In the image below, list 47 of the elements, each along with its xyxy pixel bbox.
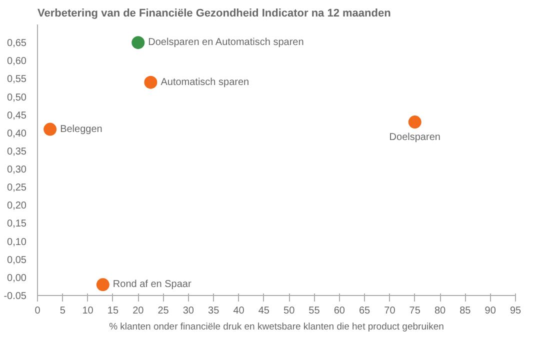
series-label: Doelsparen xyxy=(389,132,440,144)
x-tick-label: 45 xyxy=(258,306,270,316)
y-tick-label: 0,35 xyxy=(7,146,27,158)
point xyxy=(44,122,57,136)
x-tick-label: 70 xyxy=(384,306,396,316)
x-tick-label: 80 xyxy=(434,306,446,316)
x-tick-label: 65 xyxy=(358,306,371,316)
x-tick-label: 15 xyxy=(107,306,119,316)
x-tick-label: 50 xyxy=(284,306,296,316)
y-tick-label: 0,65 xyxy=(7,38,27,50)
x-tick-label: 35 xyxy=(208,306,220,316)
y-tick-label: 0,20 xyxy=(7,200,27,212)
x-axis-title: % klanten onder financiële druk en kwetsbare klanten die het product gebruiken xyxy=(109,322,444,332)
series-label: Automatisch sparen xyxy=(160,76,250,88)
x-tick-label: 85 xyxy=(460,306,472,316)
y-tick-label: 0,10 xyxy=(7,236,27,248)
x-tick-label: 5 xyxy=(60,306,66,316)
y-tick-label: 0,60 xyxy=(7,56,27,68)
point xyxy=(144,76,158,89)
x-tick-label: 40 xyxy=(233,306,245,316)
point xyxy=(408,116,422,129)
series-label: Rond af en Spaar xyxy=(112,279,192,290)
x-tick-label: 55 xyxy=(308,306,320,316)
y-tick-label: 0,05 xyxy=(7,254,27,266)
x-tick-label: 0 xyxy=(34,306,41,316)
y-tick-label: 0,55 xyxy=(7,74,27,86)
x-tick-label: 20 xyxy=(132,306,144,316)
y-tick-label: 0,50 xyxy=(7,92,27,104)
y-tick-label: 0,45 xyxy=(7,110,27,122)
x-tick-label: 90 xyxy=(484,306,496,316)
series-label: Beleggen xyxy=(60,124,102,135)
x-tick-label: 95 xyxy=(510,306,522,316)
y-tick-label: -0.05 xyxy=(4,291,27,302)
x-tick-label: 25 xyxy=(158,306,170,316)
series-label: Doelsparen en Automatisch sparen xyxy=(148,37,304,48)
y-tick-label: 0,25 xyxy=(7,182,27,194)
y-tick-label: 0,40 xyxy=(7,128,27,140)
point xyxy=(132,36,145,50)
x-tick-label: 30 xyxy=(182,306,194,316)
chart-title: Verbetering van de Financiële Gezondheid Indicator na 12 maanden xyxy=(38,8,392,20)
point xyxy=(96,278,110,292)
x-tick-label: 10 xyxy=(82,306,94,316)
y-tick-label: 0,00 xyxy=(7,272,27,284)
x-tick-label: 75 xyxy=(409,306,421,316)
x-tick-label: 60 xyxy=(334,306,346,316)
y-tick-label: 0,15 xyxy=(7,218,27,230)
y-tick-label: 0,30 xyxy=(7,164,27,176)
